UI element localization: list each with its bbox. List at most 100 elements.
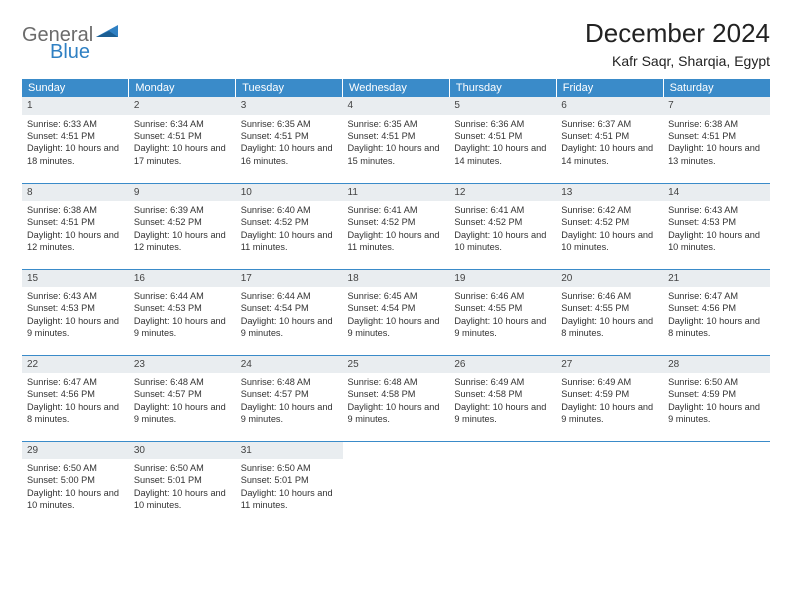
calendar-day-cell: 26Sunrise: 6:49 AMSunset: 4:58 PMDayligh… (449, 355, 556, 441)
daylight-line: Daylight: 10 hours and 8 minutes. (27, 401, 124, 426)
calendar-day-cell (449, 441, 556, 527)
sunrise-line: Sunrise: 6:50 AM (668, 376, 765, 388)
daylight-line: Daylight: 10 hours and 9 minutes. (561, 401, 658, 426)
sunrise-line: Sunrise: 6:50 AM (134, 462, 231, 474)
day-number: 14 (663, 184, 770, 202)
calendar-day-cell: 30Sunrise: 6:50 AMSunset: 5:01 PMDayligh… (129, 441, 236, 527)
day-number: 20 (556, 270, 663, 288)
sunset-line: Sunset: 4:51 PM (454, 130, 551, 142)
calendar-day-cell (556, 441, 663, 527)
daylight-line: Daylight: 10 hours and 9 minutes. (668, 401, 765, 426)
sunset-line: Sunset: 5:01 PM (134, 474, 231, 486)
day-number: 6 (556, 97, 663, 115)
calendar-day-cell: 28Sunrise: 6:50 AMSunset: 4:59 PMDayligh… (663, 355, 770, 441)
sunset-line: Sunset: 5:00 PM (27, 474, 124, 486)
sunset-line: Sunset: 4:55 PM (454, 302, 551, 314)
sunrise-line: Sunrise: 6:46 AM (561, 290, 658, 302)
calendar-week-row: 29Sunrise: 6:50 AMSunset: 5:00 PMDayligh… (22, 441, 770, 527)
calendar-day-cell: 5Sunrise: 6:36 AMSunset: 4:51 PMDaylight… (449, 97, 556, 183)
daylight-line: Daylight: 10 hours and 9 minutes. (348, 315, 445, 340)
day-number: 23 (129, 356, 236, 374)
logo: GeneralBlue (22, 24, 119, 64)
calendar-week-row: 15Sunrise: 6:43 AMSunset: 4:53 PMDayligh… (22, 269, 770, 355)
daylight-line: Daylight: 10 hours and 10 minutes. (134, 487, 231, 512)
sunset-line: Sunset: 4:51 PM (27, 216, 124, 228)
day-number: 19 (449, 270, 556, 288)
sunrise-line: Sunrise: 6:39 AM (134, 204, 231, 216)
sunrise-line: Sunrise: 6:35 AM (241, 118, 338, 130)
sunrise-line: Sunrise: 6:38 AM (27, 204, 124, 216)
sunrise-line: Sunrise: 6:40 AM (241, 204, 338, 216)
sunrise-line: Sunrise: 6:37 AM (561, 118, 658, 130)
day-number: 16 (129, 270, 236, 288)
daylight-line: Daylight: 10 hours and 17 minutes. (134, 142, 231, 167)
calendar-day-cell: 21Sunrise: 6:47 AMSunset: 4:56 PMDayligh… (663, 269, 770, 355)
daylight-line: Daylight: 10 hours and 12 minutes. (27, 229, 124, 254)
calendar-day-cell: 11Sunrise: 6:41 AMSunset: 4:52 PMDayligh… (343, 183, 450, 269)
weekday-header: Monday (129, 79, 236, 97)
sunset-line: Sunset: 4:52 PM (348, 216, 445, 228)
sunset-line: Sunset: 4:51 PM (134, 130, 231, 142)
sunset-line: Sunset: 4:52 PM (561, 216, 658, 228)
day-number: 11 (343, 184, 450, 202)
day-number: 26 (449, 356, 556, 374)
daylight-line: Daylight: 10 hours and 9 minutes. (348, 401, 445, 426)
sunrise-line: Sunrise: 6:41 AM (454, 204, 551, 216)
sunset-line: Sunset: 4:51 PM (668, 130, 765, 142)
calendar-day-cell (343, 441, 450, 527)
calendar-day-cell: 24Sunrise: 6:48 AMSunset: 4:57 PMDayligh… (236, 355, 343, 441)
sunrise-line: Sunrise: 6:48 AM (241, 376, 338, 388)
daylight-line: Daylight: 10 hours and 14 minutes. (454, 142, 551, 167)
day-number: 8 (22, 184, 129, 202)
sunrise-line: Sunrise: 6:35 AM (348, 118, 445, 130)
sunrise-line: Sunrise: 6:43 AM (668, 204, 765, 216)
daylight-line: Daylight: 10 hours and 8 minutes. (668, 315, 765, 340)
calendar-day-cell: 27Sunrise: 6:49 AMSunset: 4:59 PMDayligh… (556, 355, 663, 441)
daylight-line: Daylight: 10 hours and 9 minutes. (27, 315, 124, 340)
sunrise-line: Sunrise: 6:49 AM (561, 376, 658, 388)
daylight-line: Daylight: 10 hours and 10 minutes. (454, 229, 551, 254)
calendar-day-cell: 20Sunrise: 6:46 AMSunset: 4:55 PMDayligh… (556, 269, 663, 355)
day-number: 7 (663, 97, 770, 115)
calendar-day-cell: 19Sunrise: 6:46 AMSunset: 4:55 PMDayligh… (449, 269, 556, 355)
daylight-line: Daylight: 10 hours and 15 minutes. (348, 142, 445, 167)
day-number: 22 (22, 356, 129, 374)
sunset-line: Sunset: 4:57 PM (134, 388, 231, 400)
sunrise-line: Sunrise: 6:34 AM (134, 118, 231, 130)
day-number: 1 (22, 97, 129, 115)
sunset-line: Sunset: 4:53 PM (27, 302, 124, 314)
logo-text-blue: Blue (50, 41, 119, 64)
calendar-week-row: 8Sunrise: 6:38 AMSunset: 4:51 PMDaylight… (22, 183, 770, 269)
daylight-line: Daylight: 10 hours and 16 minutes. (241, 142, 338, 167)
calendar-day-cell: 9Sunrise: 6:39 AMSunset: 4:52 PMDaylight… (129, 183, 236, 269)
daylight-line: Daylight: 10 hours and 9 minutes. (134, 315, 231, 340)
sunset-line: Sunset: 4:53 PM (134, 302, 231, 314)
sunrise-line: Sunrise: 6:50 AM (241, 462, 338, 474)
calendar-day-cell: 4Sunrise: 6:35 AMSunset: 4:51 PMDaylight… (343, 97, 450, 183)
calendar-day-cell: 23Sunrise: 6:48 AMSunset: 4:57 PMDayligh… (129, 355, 236, 441)
calendar-day-cell: 25Sunrise: 6:48 AMSunset: 4:58 PMDayligh… (343, 355, 450, 441)
daylight-line: Daylight: 10 hours and 18 minutes. (27, 142, 124, 167)
sunset-line: Sunset: 4:51 PM (348, 130, 445, 142)
calendar-day-cell: 7Sunrise: 6:38 AMSunset: 4:51 PMDaylight… (663, 97, 770, 183)
daylight-line: Daylight: 10 hours and 12 minutes. (134, 229, 231, 254)
calendar-day-cell: 3Sunrise: 6:35 AMSunset: 4:51 PMDaylight… (236, 97, 343, 183)
daylight-line: Daylight: 10 hours and 10 minutes. (668, 229, 765, 254)
day-number: 2 (129, 97, 236, 115)
day-number: 17 (236, 270, 343, 288)
calendar-day-cell: 29Sunrise: 6:50 AMSunset: 5:00 PMDayligh… (22, 441, 129, 527)
calendar-day-cell: 2 Sunrise: 6:34 AMSunset: 4:51 PMDaylight… (129, 97, 236, 183)
sunrise-line: Sunrise: 6:44 AM (241, 290, 338, 302)
sunset-line: Sunset: 4:51 PM (27, 130, 124, 142)
sunrise-line: Sunrise: 6:45 AM (348, 290, 445, 302)
daylight-line: Daylight: 10 hours and 11 minutes. (348, 229, 445, 254)
sunset-line: Sunset: 4:52 PM (134, 216, 231, 228)
title-block: December 2024 Kafr Saqr, Sharqia, Egypt (585, 18, 770, 69)
daylight-line: Daylight: 10 hours and 10 minutes. (27, 487, 124, 512)
day-number: 12 (449, 184, 556, 202)
sunrise-line: Sunrise: 6:42 AM (561, 204, 658, 216)
sunrise-line: Sunrise: 6:47 AM (27, 376, 124, 388)
day-number: 24 (236, 356, 343, 374)
weekday-header: Sunday (22, 79, 129, 97)
sunrise-line: Sunrise: 6:48 AM (134, 376, 231, 388)
